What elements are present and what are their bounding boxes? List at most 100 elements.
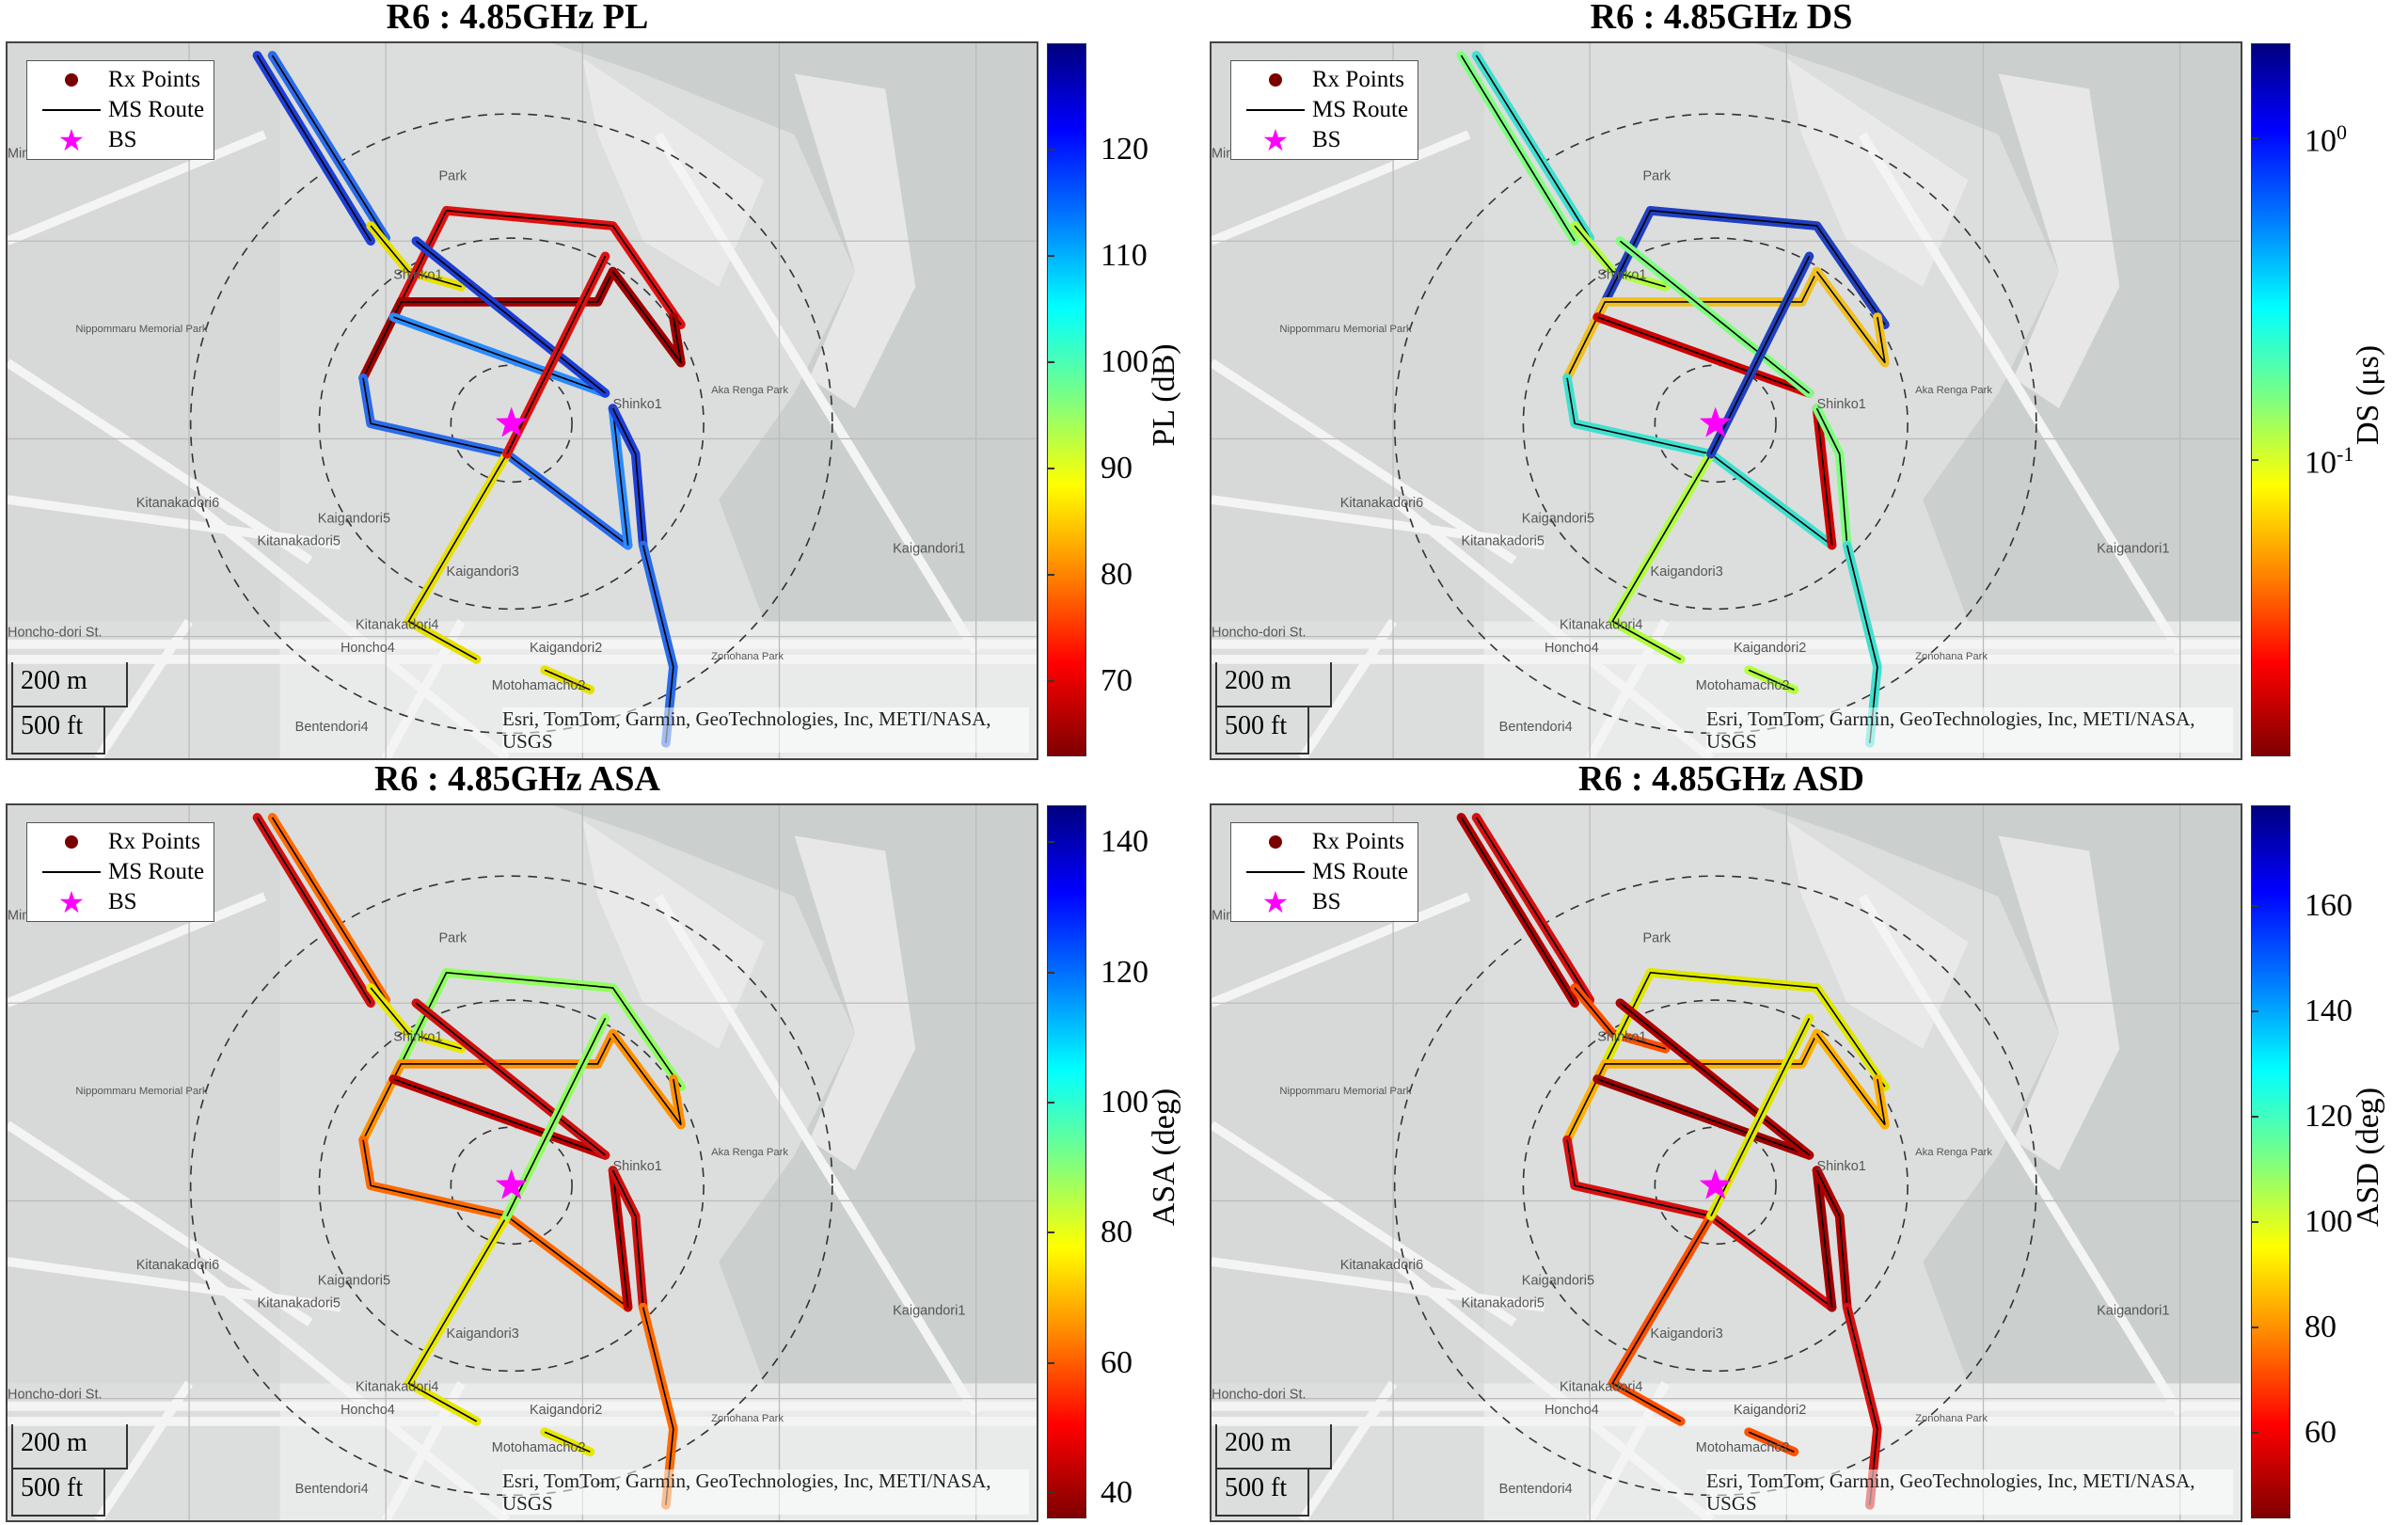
map-attribution: Esri, TomTom, Garmin, GeoTechnologies, I… <box>1706 1469 2233 1515</box>
street <box>1212 358 1517 564</box>
scale-metric-label: 200 m <box>1225 1428 1291 1457</box>
panel-title: R6 : 4.85GHz PL <box>386 0 649 37</box>
street <box>186 496 510 758</box>
tick-base: 60 <box>2305 1415 2337 1450</box>
colorbar-tick-label: 80 <box>1101 1215 1133 1250</box>
ms-route <box>611 1169 644 1308</box>
ms-route <box>256 817 372 1004</box>
ms-route <box>1596 316 1810 394</box>
map-label: Kitanakadori4 <box>1560 1380 1642 1395</box>
panel-asd: R6 : 4.85GHz ASDMinatomirai2Nippommaru M… <box>1204 759 2408 1524</box>
tick-base: 40 <box>1101 1475 1133 1510</box>
map-label: Kaigandori2 <box>530 1403 602 1418</box>
range-circle-outer <box>189 113 833 735</box>
ms-route <box>362 271 614 379</box>
colorbar-tick-label: 100 <box>1101 1085 1149 1120</box>
colorbar-tick-label: 60 <box>1101 1345 1133 1381</box>
map-label: Aka Renga Park <box>711 385 788 396</box>
colorbar-tick-label: 120 <box>1101 955 1149 991</box>
legend-label: Rx Points <box>108 67 200 92</box>
map-label: Park <box>1643 931 1671 946</box>
tick-base: 120 <box>1101 955 1149 990</box>
ms-route <box>1611 1215 1712 1422</box>
tick-base: 140 <box>2305 993 2353 1028</box>
street <box>1390 1258 1714 1520</box>
panel-pl: R6 : 4.85GHz PL Minatomirai2Nippommaru Me… <box>0 0 1204 762</box>
west-district <box>8 805 280 1520</box>
scale-metric-label: 200 m <box>1225 666 1291 695</box>
ms-route <box>392 210 682 326</box>
map-label: Kaigandori1 <box>2097 542 2169 557</box>
colorbar-tick-mark <box>2251 1221 2258 1223</box>
map-view[interactable]: Minatomirai2Nippommaru Memorial ParkPark… <box>6 41 1038 760</box>
bs-star-icon <box>1699 1168 1732 1199</box>
colorbar-tick-mark <box>1047 1492 1054 1494</box>
ms-route <box>1748 669 1795 691</box>
scale-metric: 200 m <box>1215 1424 1332 1469</box>
rx-points-dot-icon <box>35 73 108 87</box>
scale-metric: 200 m <box>11 662 128 707</box>
ms-route <box>1596 210 1886 326</box>
ms-route <box>1566 1139 1833 1309</box>
west-district <box>8 43 280 758</box>
colorbar <box>2251 43 2290 756</box>
map-label: Kaigandori5 <box>318 511 390 526</box>
colorbar-label: PL (dB) <box>1147 343 1181 447</box>
tick-base: 110 <box>1101 238 1148 273</box>
basemap: Minatomirai2Nippommaru Memorial ParkPark… <box>8 43 1037 758</box>
legend-label: BS <box>1312 127 1341 152</box>
west-district <box>1212 805 1484 1520</box>
colorbar-tick-mark <box>2251 1432 2258 1434</box>
colorbar-tick-label: 140 <box>2305 993 2353 1029</box>
map-label: Kitanakadori4 <box>1560 618 1642 633</box>
colorbar-tick-label: 70 <box>1101 663 1133 699</box>
ms-route <box>611 407 629 546</box>
street <box>8 1257 341 1312</box>
colorbar-tick-mark <box>2251 1010 2258 1012</box>
ms-route <box>1574 987 1666 1050</box>
scale-imperial: 500 ft <box>1215 1469 1309 1517</box>
colorbar-tick-label: 90 <box>1101 451 1133 486</box>
colorbar-tick-label: 40 <box>1101 1475 1133 1511</box>
scale-imperial-label: 500 ft <box>21 711 84 740</box>
range-circle-outer <box>1393 875 2037 1497</box>
colorbar-tick-label: 100 <box>1101 344 1149 380</box>
tick-base: 80 <box>1101 1215 1133 1249</box>
map-label: Motohamacho2 <box>1696 1440 1790 1455</box>
ms-route <box>611 271 682 364</box>
ms-route <box>1475 55 1591 239</box>
street <box>654 894 980 1417</box>
map-label: Kitanakadori5 <box>1461 1296 1544 1311</box>
map-view[interactable]: Minatomirai2Nippommaru Memorial ParkPark… <box>1210 41 2242 760</box>
colorbar-label: DS (μs) <box>2351 344 2385 446</box>
map-label: Kaigandori1 <box>893 1304 965 1319</box>
street <box>1858 132 2184 655</box>
ms-route <box>362 1033 614 1141</box>
map-view[interactable]: Minatomirai2Nippommaru Memorial ParkPark… <box>1210 803 2242 1522</box>
ms-route <box>1611 453 1712 660</box>
ms-route <box>271 817 387 1001</box>
map-view[interactable]: Minatomirai2Nippommaru Memorial ParkPark… <box>6 803 1038 1522</box>
legend-entry: Rx Points <box>35 827 204 857</box>
map-label: Shinko1 <box>393 268 442 283</box>
map-label: Shinko1 <box>1817 397 1866 412</box>
legend-label: MS Route <box>108 97 205 122</box>
map-label: Shinko1 <box>613 397 662 412</box>
colorbar-tick-mark <box>1047 680 1054 682</box>
panel-title: R6 : 4.85GHz ASA <box>374 759 660 799</box>
ms-route <box>1748 1431 1795 1453</box>
colorbar-tick-label: 120 <box>2305 1099 2353 1135</box>
legend-entry: ★ BS <box>1239 887 1408 917</box>
colorbar-tick-label: 10-1 <box>2305 442 2353 481</box>
scale-imperial: 500 ft <box>11 1469 105 1517</box>
map-label: Bentendori4 <box>1499 720 1573 735</box>
ms-route <box>362 377 629 547</box>
ms-route <box>392 316 606 394</box>
map-label: Kitanakadori6 <box>1340 1258 1423 1273</box>
street <box>1212 1257 1545 1312</box>
street <box>1212 130 1471 246</box>
legend-entry: Rx Points <box>35 65 204 95</box>
colorbar-tick-label: 60 <box>2305 1415 2337 1451</box>
street <box>94 1380 194 1520</box>
range-circle-inner <box>450 364 573 484</box>
